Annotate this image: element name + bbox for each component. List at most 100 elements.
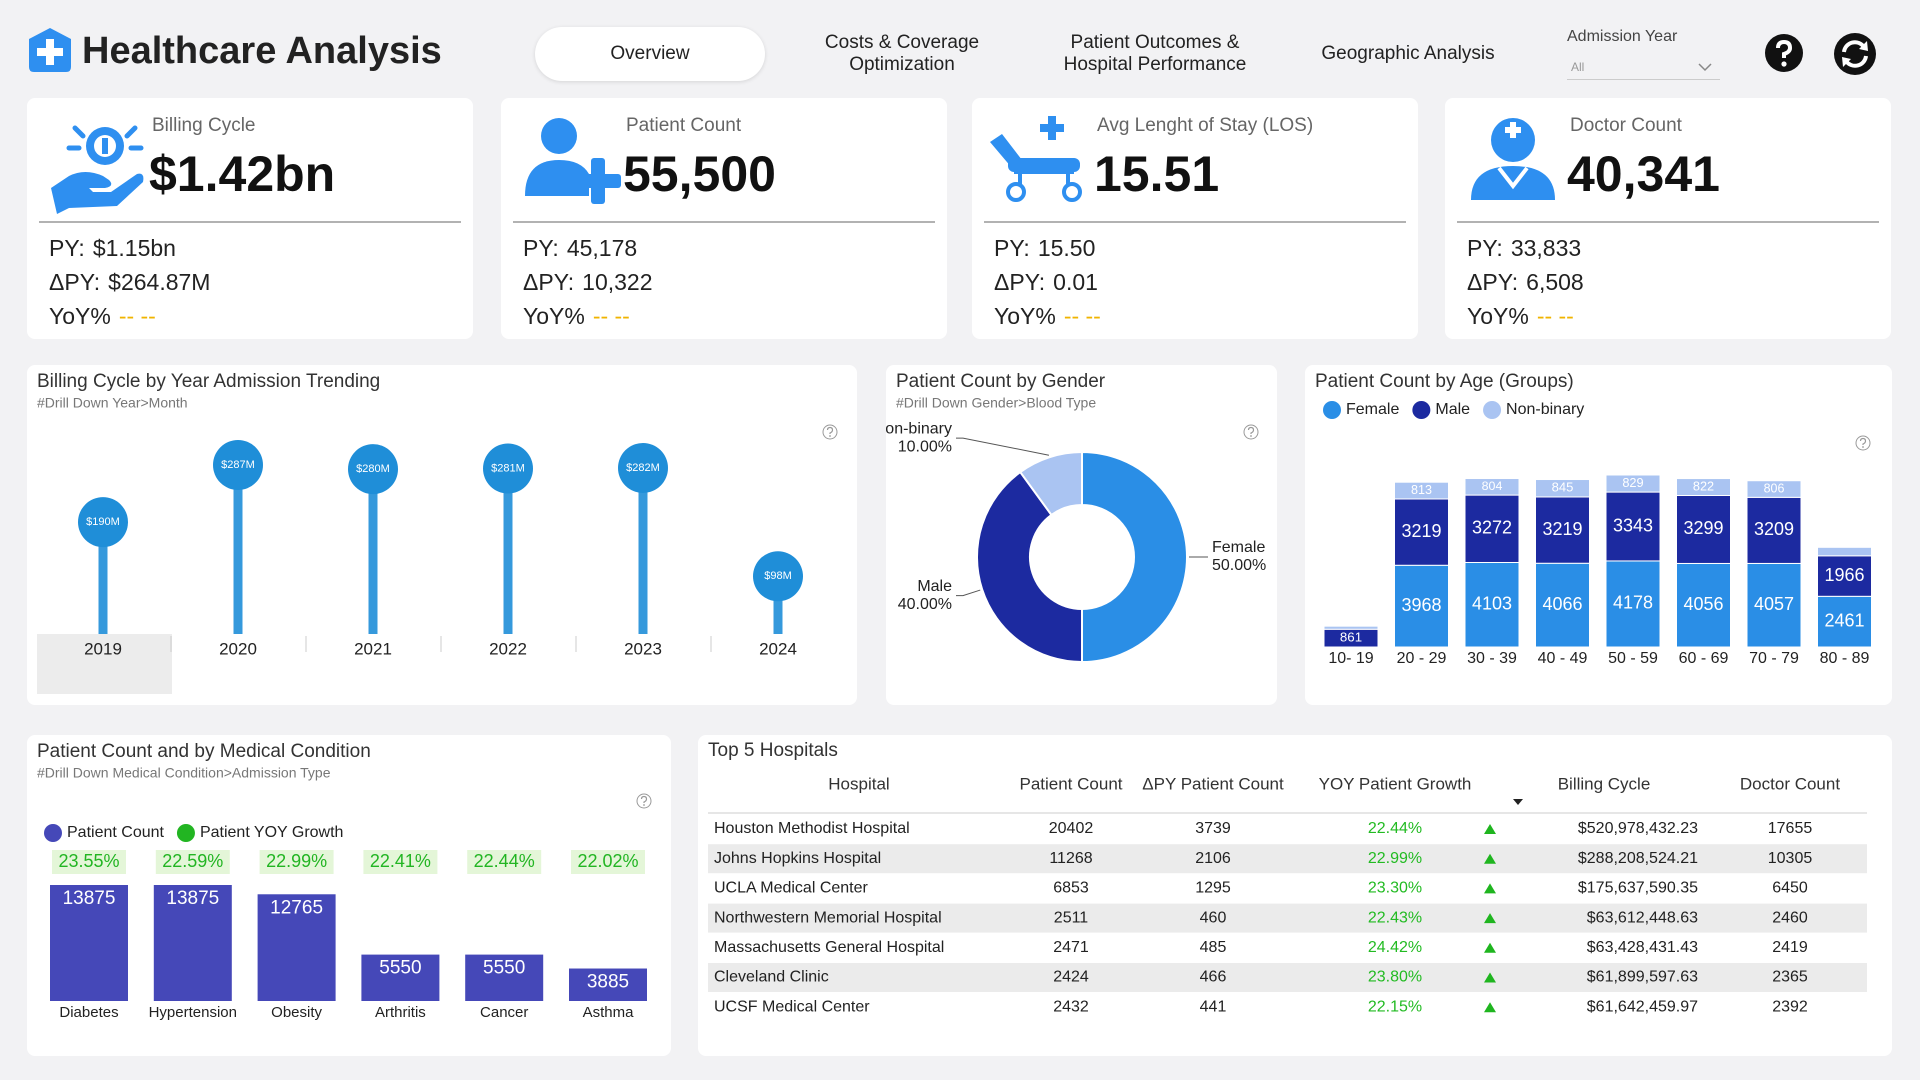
table-cell: 485 bbox=[1200, 939, 1227, 956]
tab-active[interactable]: Overview bbox=[535, 27, 765, 81]
bar-segment bbox=[1746, 480, 1802, 498]
bar bbox=[569, 968, 647, 1001]
kpi-card: Patient Count 55,500 PY: 45,178 ΔPY: 10,322 Yo… bbox=[513, 115, 935, 329]
kpi-label: Avg Lenght of Stay (LOS) bbox=[1097, 115, 1313, 136]
growth-indicator bbox=[1484, 972, 1496, 983]
kpi-card-bg bbox=[1445, 98, 1891, 339]
x-tick-label: 10- 19 bbox=[1328, 650, 1373, 667]
kpi-label: Doctor Count bbox=[1570, 115, 1683, 136]
table-panel: Top 5 Hospitals Hospital Patient Count ΔPY … bbox=[708, 740, 1867, 1015]
x-tick-label: Asthma bbox=[583, 1004, 635, 1021]
dropdown-value: All bbox=[1571, 59, 1585, 74]
help-icon-mark bbox=[640, 795, 648, 803]
tab[interactable]: Geographic Analysis bbox=[1321, 43, 1495, 64]
kpi-line-label: YoY% bbox=[994, 303, 1056, 329]
app-title: Healthcare Analysis bbox=[82, 30, 442, 72]
data-label: $287M bbox=[221, 459, 255, 471]
slice-label: Male bbox=[917, 578, 952, 595]
chart-subtitle: #Drill Down Gender>Blood Type bbox=[896, 395, 1096, 411]
help-icon-dot bbox=[829, 435, 831, 437]
kpi-value: $1.42bn bbox=[149, 146, 335, 202]
x-tick-label: Obesity bbox=[271, 1004, 322, 1021]
data-label: 3885 bbox=[587, 972, 629, 993]
year-dropdown[interactable]: All bbox=[1567, 54, 1720, 80]
growth-label-bg bbox=[52, 850, 126, 874]
table-cell: 2511 bbox=[1054, 909, 1089, 926]
bar bbox=[361, 954, 440, 1001]
icon bbox=[1008, 158, 1080, 172]
data-label: 861 bbox=[1340, 630, 1362, 645]
table-cell: 3739 bbox=[1195, 820, 1231, 837]
chart-title: Patient Count by Age (Groups) bbox=[1315, 371, 1574, 392]
icon bbox=[51, 172, 144, 214]
lollipop-head bbox=[348, 444, 398, 495]
chart-panel: Billing Cycle by Year Admission Trending… bbox=[37, 371, 838, 694]
selected-highlight bbox=[37, 634, 172, 694]
kpi-line-label: YoY% bbox=[1467, 303, 1529, 329]
legend-label: Patient YOY Growth bbox=[200, 824, 343, 841]
kpi-line-value: 0.01 bbox=[1053, 269, 1098, 295]
growth-label-bg bbox=[155, 850, 230, 874]
chevron bbox=[1698, 63, 1712, 72]
data-label: 5550 bbox=[483, 958, 525, 979]
table-cell: 22.43% bbox=[1368, 909, 1422, 926]
data-label: 822 bbox=[1693, 479, 1714, 493]
kpi-line-label: ΔPY: bbox=[523, 269, 574, 295]
chart-panel-bg bbox=[1305, 365, 1892, 705]
bar-segment bbox=[1535, 479, 1590, 498]
bar-segment bbox=[1605, 491, 1661, 562]
icon bbox=[1006, 182, 1026, 202]
kpi-line-value: $1.15bn bbox=[93, 235, 176, 261]
tab[interactable]: Costs & Coverage Optimization bbox=[824, 32, 980, 75]
kpi-line-value: $264.87M bbox=[108, 269, 210, 295]
row-stripe bbox=[708, 963, 1867, 992]
help-icon bbox=[636, 793, 652, 809]
table-cell: 2424 bbox=[1053, 969, 1089, 986]
x-tick-label: 30 - 39 bbox=[1467, 650, 1517, 667]
logo bbox=[29, 28, 71, 72]
table-cell: 22.15% bbox=[1368, 998, 1422, 1015]
help-button[interactable] bbox=[1764, 33, 1804, 73]
kpi-line-label: PY: bbox=[49, 235, 85, 261]
x-tick-label: 2024 bbox=[759, 639, 797, 658]
table-cell: Cleveland Clinic bbox=[714, 969, 829, 986]
bar-segment bbox=[1676, 494, 1731, 564]
data-label: 4178 bbox=[1613, 593, 1653, 613]
kpi-line: PY: $1.15bn bbox=[49, 235, 176, 261]
table-cell: UCSF Medical Center bbox=[714, 998, 870, 1015]
chart-subtitle: #Drill Down Medical Condition>Admission … bbox=[37, 765, 331, 781]
x-tick-label: 20 - 29 bbox=[1397, 650, 1447, 667]
bar-segment bbox=[1535, 562, 1590, 648]
growth-label: 22.99% bbox=[266, 851, 327, 871]
kpi-line-value: -- -- bbox=[1064, 303, 1101, 329]
bar-segment bbox=[1464, 478, 1520, 496]
chart-panel: Patient Count by Gender #Drill Down Gende… bbox=[886, 371, 1266, 664]
help-icon-dot bbox=[643, 804, 645, 806]
kpi-line: PY: 45,178 bbox=[523, 235, 637, 261]
icon bbox=[1062, 182, 1082, 202]
refresh-button[interactable] bbox=[1833, 32, 1877, 76]
data-label: $98M bbox=[764, 570, 792, 582]
kpi-card-bg bbox=[972, 98, 1418, 339]
row-stripe bbox=[708, 844, 1867, 874]
donut-slice bbox=[1081, 450, 1188, 664]
kpi-line-value: 33,833 bbox=[1511, 235, 1581, 261]
kpi-line-label: PY: bbox=[1467, 235, 1503, 261]
icon bbox=[1040, 124, 1064, 132]
lollipop-head bbox=[753, 551, 803, 602]
icon bbox=[1497, 166, 1529, 190]
growth-label: 23.55% bbox=[58, 851, 119, 871]
kpi-line-label: YoY% bbox=[49, 303, 111, 329]
growth-indicator bbox=[1484, 853, 1496, 864]
table-cell: 17655 bbox=[1768, 820, 1813, 837]
legend-label: Female bbox=[1346, 401, 1399, 418]
bar-segment bbox=[1817, 546, 1872, 557]
icon bbox=[102, 138, 108, 154]
tab[interactable]: Patient Outcomes & Hospital Performance bbox=[1063, 32, 1247, 75]
legend-marker bbox=[1483, 401, 1502, 419]
data-label: 3343 bbox=[1613, 515, 1653, 535]
column-header: ΔPY Patient Count bbox=[1142, 774, 1284, 793]
chart-title: Billing Cycle by Year Admission Trending bbox=[37, 371, 380, 392]
kpi-line: YoY% -- -- bbox=[1467, 303, 1574, 329]
legend-label: Male bbox=[1435, 401, 1470, 418]
